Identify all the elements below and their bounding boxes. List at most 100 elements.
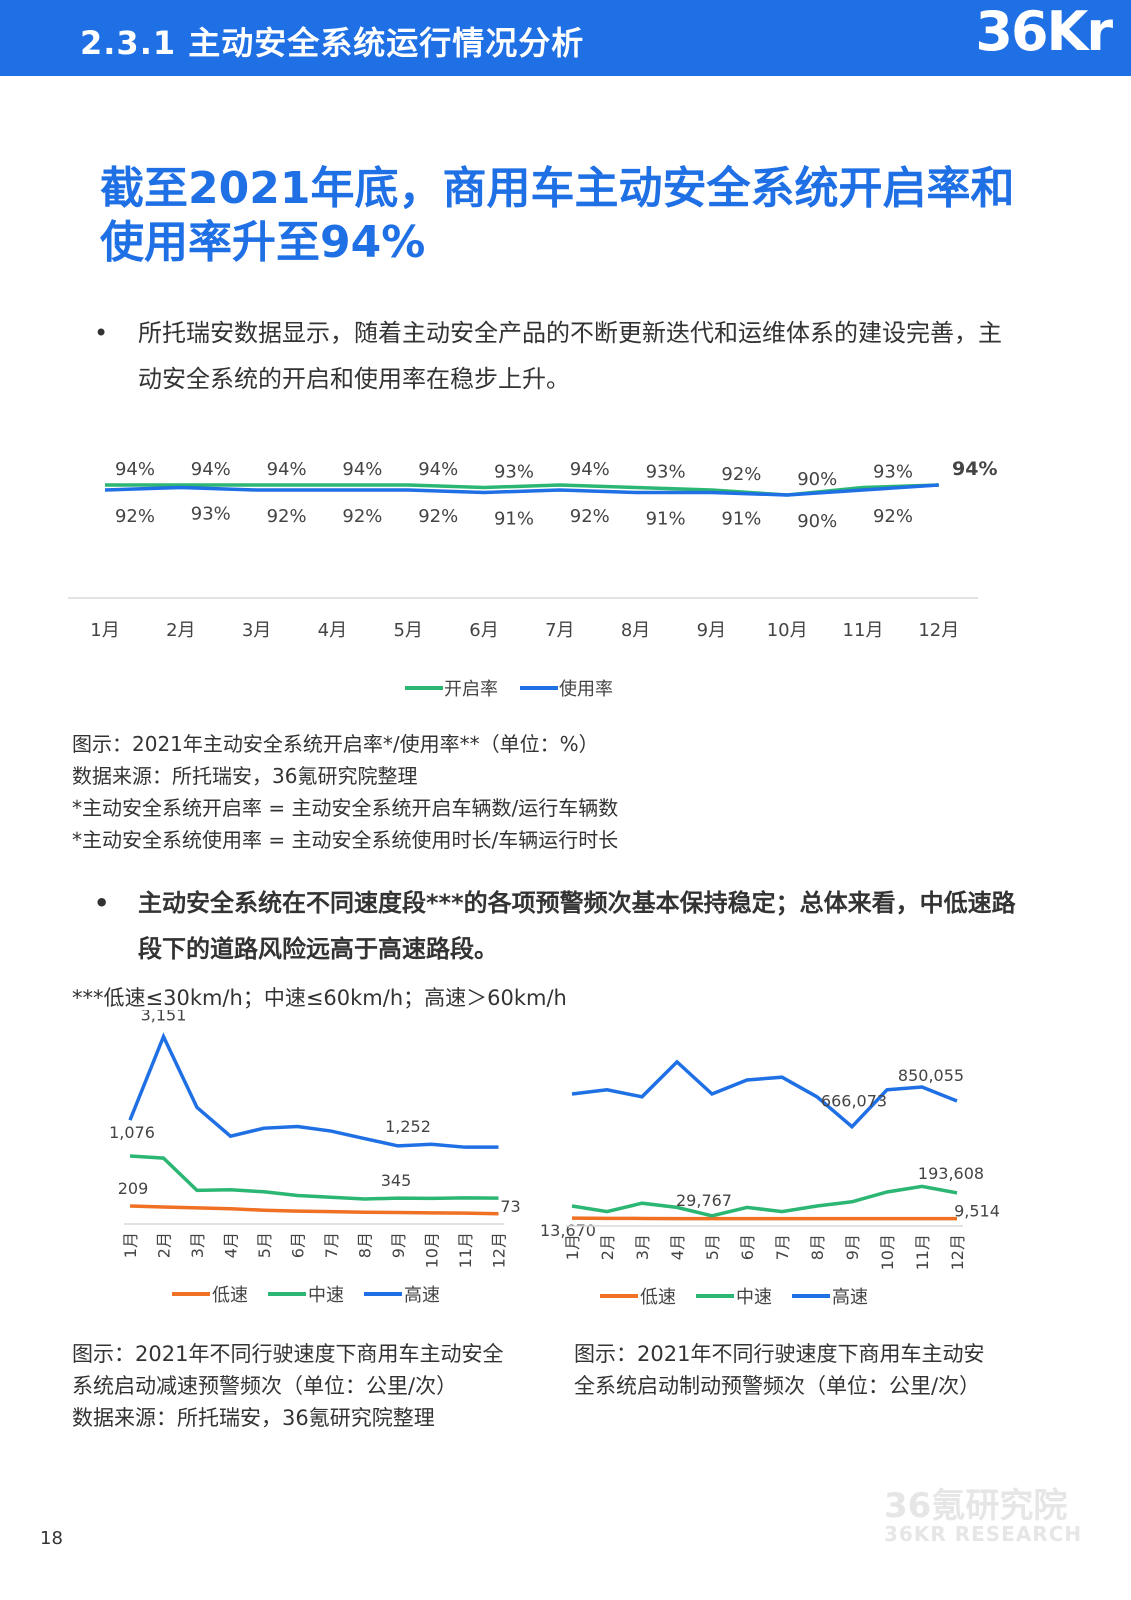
legend-label: 高速 bbox=[404, 1285, 440, 1306]
x-tick-label: 9月 bbox=[389, 1232, 408, 1258]
x-tick-label: 6月 bbox=[289, 1232, 308, 1258]
chart2-caption-line-2: 系统启动减速预警频次（单位：公里/次） bbox=[72, 1374, 458, 1398]
x-tick-label: 11月 bbox=[456, 1232, 475, 1268]
data-label: 92% bbox=[873, 506, 913, 527]
series-line-低速 bbox=[571, 1216, 958, 1221]
data-label: 91% bbox=[721, 509, 761, 530]
chart1-caption-title: 图示：2021年主动安全系统开启率*/使用率**（单位：%） bbox=[72, 732, 599, 756]
data-label: 1,076 bbox=[109, 1123, 155, 1142]
watermark-cn: 36氪研究院 bbox=[884, 1486, 1068, 1526]
page-number: 18 bbox=[40, 1528, 63, 1549]
x-tick-label: 3月 bbox=[633, 1234, 652, 1260]
data-label: 666,073 bbox=[821, 1092, 887, 1111]
page-headline: 截至2021年底，商用车主动安全系统开启率和 使用率升至94% bbox=[100, 162, 1040, 270]
headline-line-1: 截至2021年底，商用车主动安全系统开启率和 bbox=[100, 163, 1015, 214]
chart3-caption: 图示：2021年不同行驶速度下商用车主动安 全系统启动制动预警频次（单位：公里/… bbox=[574, 1338, 984, 1402]
deceleration-warning-chart: 3,151 1,076 209 1,252 345 73 1月 2月 3月 4月 5月 6月 7月 8月 9… bbox=[109, 1010, 521, 1306]
chart1-caption-note-1: *主动安全系统开启率 = 主动安全系统开启车辆数/运行车辆数 bbox=[72, 796, 619, 820]
x-tick-label: 3月 bbox=[242, 620, 271, 641]
data-label: 94% bbox=[418, 459, 458, 480]
data-label: 92% bbox=[570, 506, 610, 527]
x-tick-label: 10月 bbox=[767, 620, 808, 641]
watermark-en: 36KR RESEARCH bbox=[884, 1522, 1083, 1546]
headline-line-2: 使用率升至94% bbox=[100, 217, 426, 268]
x-tick-label: 5月 bbox=[703, 1234, 722, 1260]
x-tick-label: 8月 bbox=[808, 1234, 827, 1260]
series-line-使用率 bbox=[104, 483, 939, 497]
x-tick-label: 1月 bbox=[121, 1232, 140, 1258]
legend-label: 中速 bbox=[308, 1285, 344, 1306]
bullet-1-text: 所托瑞安数据显示，随着主动安全产品的不断更新迭代和运维体系的建设完善，主动安全系… bbox=[138, 319, 1002, 393]
bullet-marker: • bbox=[94, 889, 110, 917]
chart3-caption-line-2: 全系统启动制动预警频次（单位：公里/次） bbox=[574, 1374, 981, 1398]
x-tick-label: 2月 bbox=[166, 620, 195, 641]
legend-label: 中速 bbox=[736, 1287, 772, 1308]
data-label: 94% bbox=[267, 459, 307, 480]
data-label: 94% bbox=[115, 459, 155, 480]
data-label: 93% bbox=[191, 504, 231, 525]
braking-warning-chart: 1,129,468850,055666,073193,60829,7679,51… bbox=[540, 1059, 1000, 1308]
data-label: 92% bbox=[342, 506, 382, 527]
series-line-高速 bbox=[571, 1059, 958, 1130]
speed-definition-note: ***低速≤30km/h；中速≤60km/h；高速＞60km/h bbox=[72, 986, 567, 1010]
chart3-caption-line-1: 图示：2021年不同行驶速度下商用车主动安 bbox=[574, 1342, 985, 1366]
legend-label: 使用率 bbox=[559, 679, 613, 700]
data-label: 93% bbox=[646, 462, 686, 483]
data-label: 345 bbox=[381, 1171, 412, 1190]
series-line-低速 bbox=[129, 1204, 499, 1216]
x-tick-label: 9月 bbox=[843, 1234, 862, 1260]
series-line-中速 bbox=[129, 1154, 499, 1201]
x-tick-label: 5月 bbox=[255, 1232, 274, 1258]
legend-label: 低速 bbox=[212, 1285, 248, 1306]
data-label: 91% bbox=[494, 509, 534, 530]
data-label: 3,151 bbox=[141, 1010, 187, 1025]
data-label: 94% bbox=[952, 458, 997, 480]
header-bar bbox=[0, 0, 1131, 76]
data-label: 92% bbox=[267, 506, 307, 527]
x-tick-label: 6月 bbox=[738, 1234, 757, 1260]
x-tick-label: 7月 bbox=[773, 1234, 792, 1260]
x-tick-label: 11月 bbox=[913, 1234, 932, 1270]
legend-label: 高速 bbox=[832, 1287, 868, 1308]
x-tick-label: 2月 bbox=[155, 1232, 174, 1258]
chart1-caption: 图示：2021年主动安全系统开启率*/使用率**（单位：%） 数据来源：所托瑞安… bbox=[72, 728, 618, 856]
bullet-1: • 所托瑞安数据显示，随着主动安全产品的不断更新迭代和运维体系的建设完善，主动安… bbox=[94, 310, 1034, 406]
x-tick-label: 1月 bbox=[90, 620, 119, 641]
data-label: 92% bbox=[721, 464, 761, 485]
data-label: 850,055 bbox=[898, 1066, 964, 1085]
data-label: 94% bbox=[570, 459, 610, 480]
x-tick-label: 4月 bbox=[668, 1234, 687, 1260]
x-tick-label: 3月 bbox=[188, 1232, 207, 1258]
x-tick-label: 10月 bbox=[423, 1232, 442, 1268]
data-label: 92% bbox=[418, 506, 458, 527]
x-tick-label: 12月 bbox=[490, 1232, 509, 1268]
x-tick-label: 7月 bbox=[545, 620, 574, 641]
x-tick-label: 1月 bbox=[563, 1234, 582, 1260]
chart2-caption-source: 数据来源：所托瑞安，36氪研究院整理 bbox=[72, 1406, 435, 1430]
bullet-2: • 主动安全系统在不同速度段***的各项预警频次基本保持稳定；总体来看，中低速路… bbox=[94, 880, 1034, 976]
chart1-caption-note-2: *主动安全系统使用率 = 主动安全系统使用时长/车辆运行时长 bbox=[72, 828, 619, 852]
x-tick-label: 6月 bbox=[469, 620, 498, 641]
legend-label: 开启率 bbox=[444, 679, 498, 700]
data-label: 73 bbox=[500, 1197, 520, 1216]
x-tick-label: 4月 bbox=[222, 1232, 241, 1258]
x-tick-label: 8月 bbox=[356, 1232, 375, 1258]
x-tick-label: 4月 bbox=[318, 620, 347, 641]
36kr-logo: 36Kr bbox=[975, 0, 1113, 63]
data-label: 90% bbox=[797, 469, 837, 490]
x-tick-label: 9月 bbox=[697, 620, 726, 641]
x-tick-label: 11月 bbox=[843, 620, 884, 641]
x-tick-label: 12月 bbox=[918, 620, 959, 641]
usage-rate-line-chart: 94% 94% 94% 94% 94% 93% 94% 93% 92% 90% 93% 94% 92% 9… bbox=[68, 458, 998, 700]
data-label: 9,514 bbox=[954, 1202, 1000, 1221]
legend-label: 低速 bbox=[640, 1287, 676, 1308]
section-title: 2.3.1 主动安全系统运行情况分析 bbox=[80, 24, 585, 62]
data-label: 91% bbox=[646, 509, 686, 530]
chart2-caption-line-1: 图示：2021年不同行驶速度下商用车主动安全 bbox=[72, 1342, 504, 1366]
x-tick-label: 2月 bbox=[598, 1234, 617, 1260]
series-line-高速 bbox=[128, 1032, 499, 1149]
data-label: 93% bbox=[873, 462, 913, 483]
x-tick-label: 7月 bbox=[322, 1232, 341, 1258]
chart2-caption: 图示：2021年不同行驶速度下商用车主动安全 系统启动减速预警频次（单位：公里/… bbox=[72, 1338, 503, 1434]
chart1-caption-source: 数据来源：所托瑞安，36氪研究院整理 bbox=[72, 764, 418, 788]
